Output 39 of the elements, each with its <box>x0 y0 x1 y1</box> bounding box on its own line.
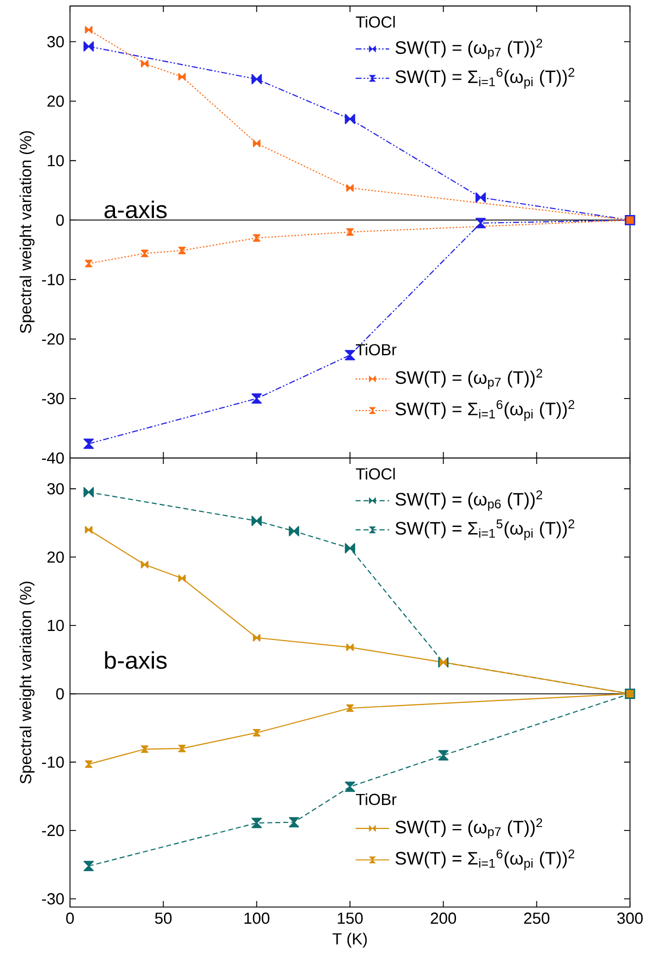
annotation: TiOCl <box>356 468 395 480</box>
y-axis-title: Spectral weight variation (%) <box>20 582 34 784</box>
y-axis-title: Spectral weight variation (%) <box>20 131 34 334</box>
y-tick-label: -10 <box>42 274 64 286</box>
y-tick-label: 0 <box>56 688 64 700</box>
legend-label: SW(T) = Σ$_{i=1}$$^{5}$(ω$_{pi}$ (T))$^{2}$ <box>396 519 574 540</box>
x-tick-label: 100 <box>244 912 270 924</box>
y-tick-label: -30 <box>42 392 64 404</box>
y-tick-label: -40 <box>42 452 64 464</box>
annotation: TiOBr <box>356 344 396 356</box>
y-tick-label: 10 <box>48 154 64 166</box>
legend-label: SW(T) = (ω$_{p7}$ (T))$^{2}$ <box>396 818 542 839</box>
y-tick-label: -30 <box>42 893 64 904</box>
annotation: TiOBr <box>356 793 396 806</box>
legend-label: SW(T) = Σ$_{i=1}$$^{6}$(ω$_{pi}$ (T))$^{2}$ <box>396 400 574 421</box>
x-tick-label: 200 <box>430 912 456 924</box>
x-tick-label: 50 <box>155 912 172 924</box>
x-tick-label: 300 <box>617 912 643 924</box>
annotation: b-axis <box>105 651 167 669</box>
legend-label: SW(T) = Σ$_{i=1}$$^{6}$(ω$_{pi}$ (T))$^{2}$ <box>396 849 574 870</box>
legend-label: SW(T) = (ω$_{p7}$ (T))$^{2}$ <box>396 38 542 60</box>
annotation: TiOCl <box>356 16 395 28</box>
x-tick-label: 150 <box>338 912 363 924</box>
x-tick-label: 250 <box>524 912 550 924</box>
y-tick-label: -20 <box>42 824 64 836</box>
x-axis-title: T (K) <box>332 932 367 948</box>
legend-label: SW(T) = (ω$_{p7}$ (T))$^{2}$ <box>396 368 542 390</box>
y-tick-label: 20 <box>47 96 64 107</box>
y-tick-label: -20 <box>42 333 64 345</box>
y-tick-label: 30 <box>47 483 64 494</box>
legend-label: SW(T) = (ω$_{p6}$ (T))$^{2}$ <box>396 490 542 511</box>
y-tick-label: 20 <box>47 551 64 563</box>
y-tick-label: -10 <box>42 756 64 768</box>
y-tick-label: 10 <box>48 620 64 632</box>
annotation: a-axis <box>104 200 167 218</box>
x-tick-label: 0 <box>66 912 74 924</box>
y-tick-label: 30 <box>47 36 64 48</box>
y-tick-label: 0 <box>56 214 64 226</box>
legend-label: SW(T) = Σ$_{i=1}$$^{6}$(ω$_{pi}$ (T))$^{2}$ <box>396 68 574 89</box>
